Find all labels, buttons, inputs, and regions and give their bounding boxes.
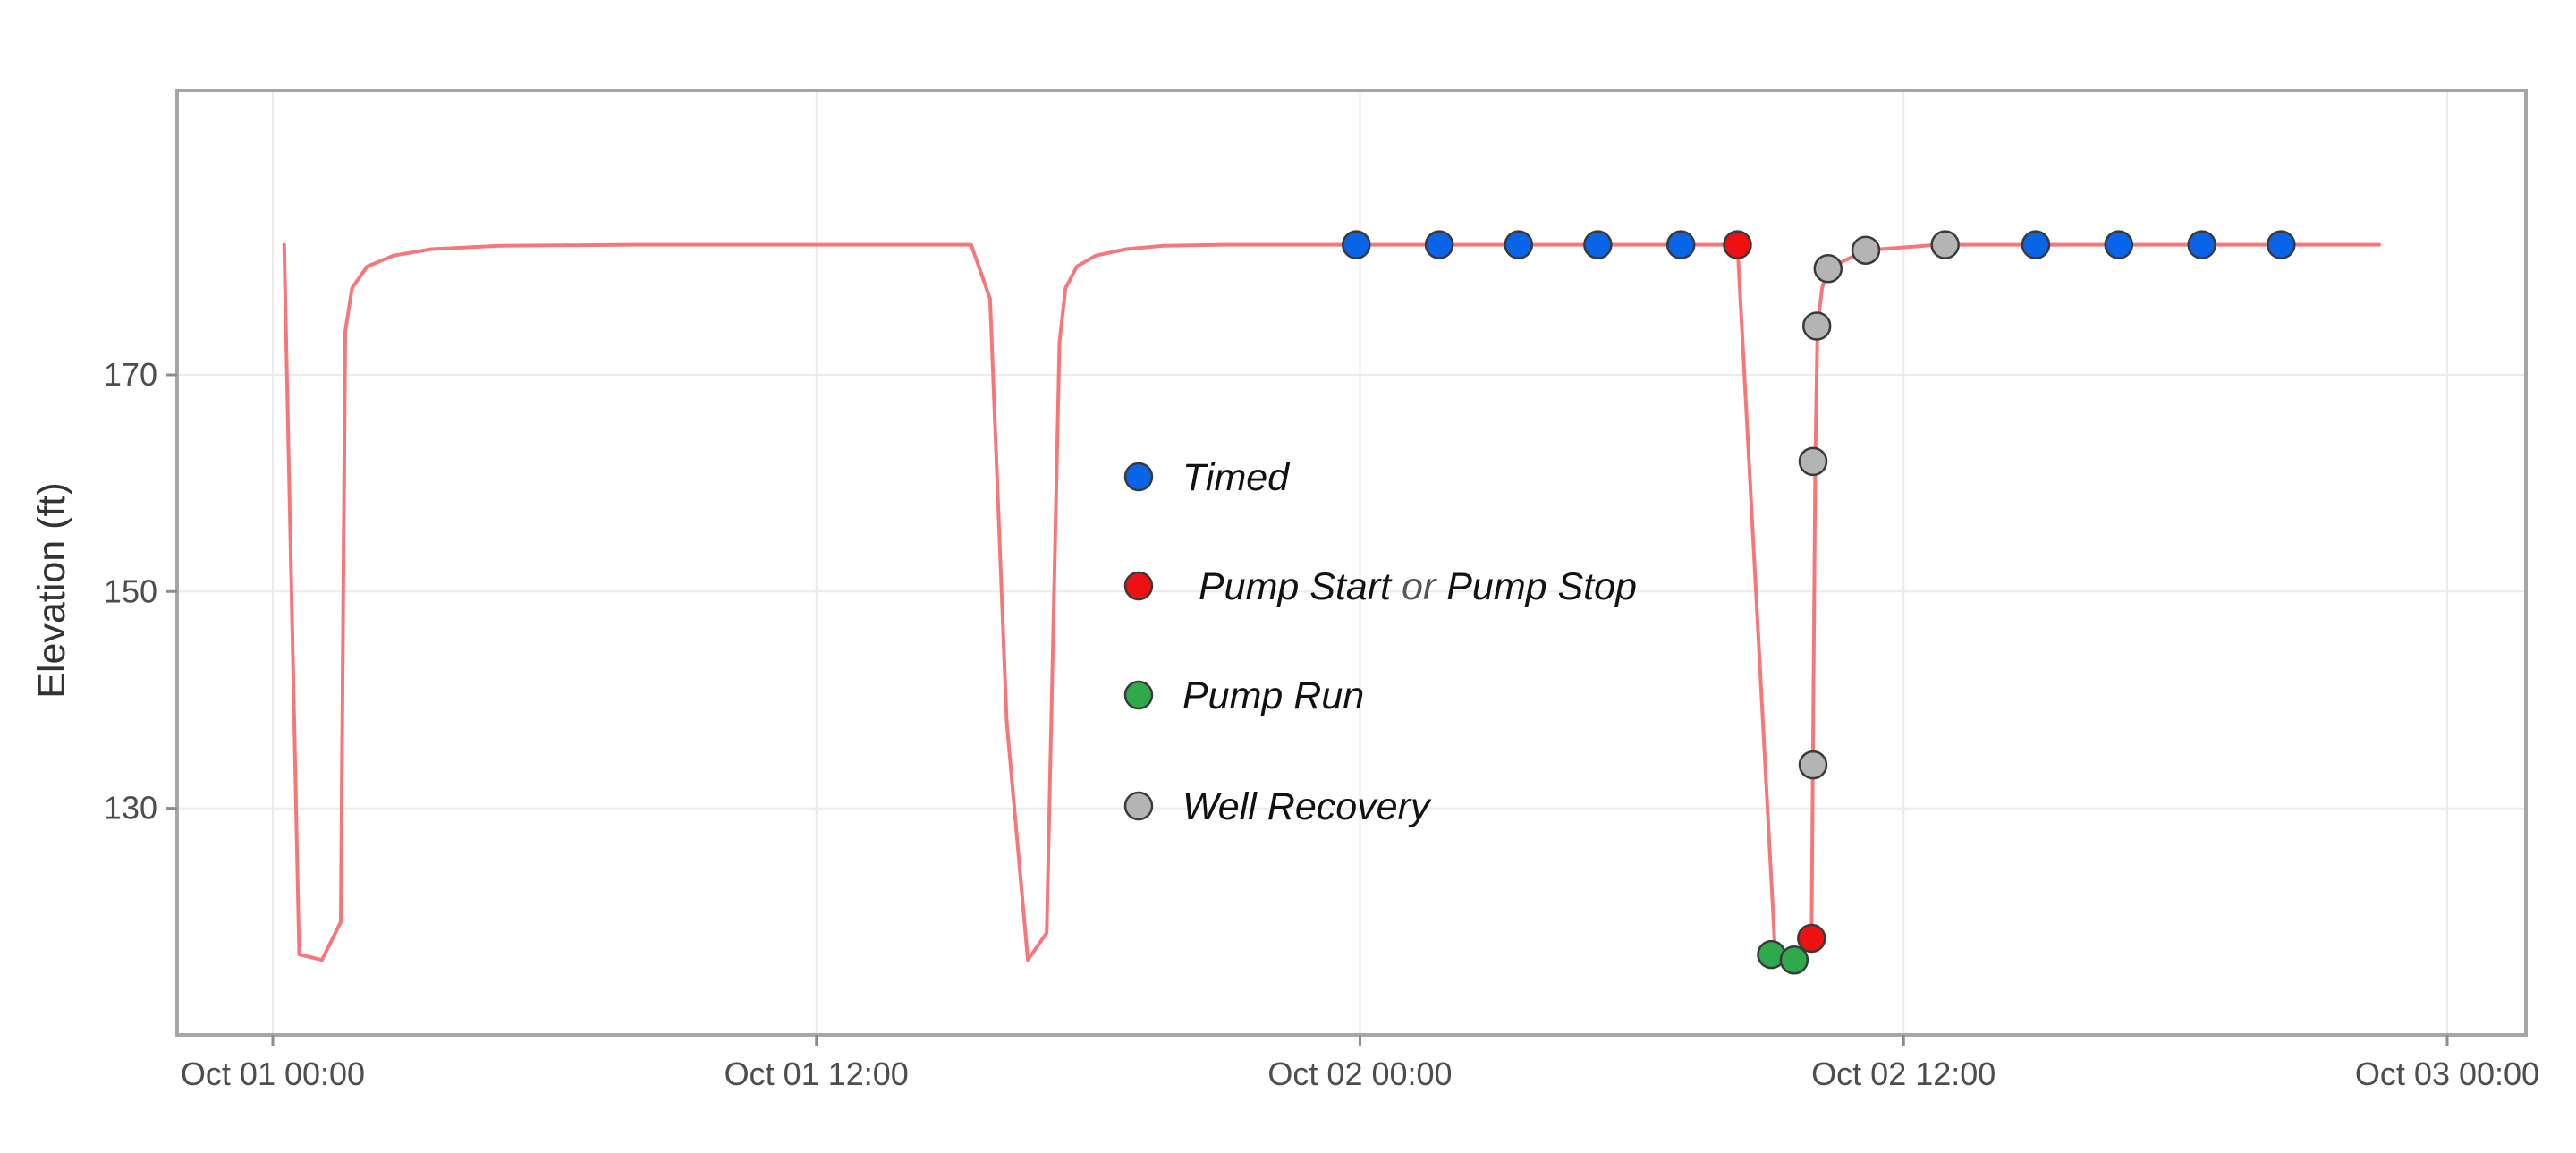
x-tick-label: Oct 01 00:00: [181, 1056, 365, 1092]
series-timed: [1342, 230, 2296, 259]
pump-run-point: [1779, 945, 1809, 975]
x-axis-ticks: Oct 01 00:00 Oct 01 12:00 Oct 02 00:00 Oct …: [181, 1035, 2539, 1092]
well-recovery-point: [1851, 235, 1881, 265]
legend-label-part: or: [1391, 565, 1446, 608]
legend-label-part: Pump Run: [1182, 674, 1364, 717]
timed-point: [2267, 230, 2296, 259]
x-tick-label: Oct 03 00:00: [2355, 1056, 2539, 1092]
timed-point: [2021, 230, 2051, 259]
pump-start-or-pump-stop-point: [1797, 923, 1826, 954]
y-tick-label: 130: [104, 790, 157, 827]
legend-marker: [1123, 462, 1154, 492]
legend-label: Well Recovery: [1182, 785, 1432, 828]
legend-marker: [1123, 680, 1154, 710]
legend-label-part: Timed: [1182, 456, 1291, 499]
timed-point: [2187, 230, 2216, 259]
timed-point: [1504, 230, 1534, 259]
y-axis-title: Elevation (ft): [30, 482, 73, 698]
y-tick-label: 170: [104, 356, 157, 393]
timed-point: [1583, 230, 1613, 259]
well-recovery-point: [1930, 230, 1960, 259]
legend-item: Pump Start or Pump Stop: [1123, 565, 1637, 608]
x-tick-label: Oct 02 12:00: [1811, 1056, 1996, 1092]
well-recovery-point: [1813, 254, 1843, 284]
well-recovery-point: [1801, 311, 1832, 341]
x-tick-label: Oct 01 12:00: [724, 1056, 909, 1092]
legend-item: Timed: [1123, 456, 1291, 499]
legend: Timed Pump Start or Pump Stop Pump Run Well…: [1123, 456, 1637, 828]
plot-frame: [175, 89, 2528, 1037]
legend-label-part: Well Recovery: [1182, 785, 1432, 828]
legend-marker: [1123, 791, 1154, 821]
well-recovery-point: [1798, 750, 1828, 780]
series-pump-run: [1757, 939, 1809, 975]
legend-label-part: Pump Stop: [1446, 565, 1637, 608]
series-well-recovery: [1798, 230, 1960, 780]
y-axis-ticks: 130 150 170: [104, 356, 177, 827]
well-recovery-point: [1798, 446, 1828, 477]
timed-point: [1665, 230, 1696, 259]
x-tick-label: Oct 02 00:00: [1267, 1056, 1452, 1092]
event-points: [1342, 230, 2296, 975]
legend-label-part: Pump Start: [1199, 565, 1393, 608]
legend-marker: [1123, 571, 1154, 601]
y-tick-label: 150: [104, 572, 157, 609]
pump-start-or-pump-stop-point: [1723, 230, 1752, 259]
timed-point: [1342, 230, 1371, 259]
legend-label: Timed: [1182, 456, 1291, 499]
legend-item: Pump Run: [1123, 674, 1364, 717]
legend-label: Pump Start or Pump Stop: [1199, 565, 1637, 608]
timed-point: [1424, 230, 1454, 259]
legend-item: Well Recovery: [1123, 785, 1432, 828]
timed-point: [2104, 230, 2134, 259]
legend-label: Pump Run: [1182, 674, 1364, 717]
series-pump-start-or-pump-stop: [1723, 230, 1826, 954]
